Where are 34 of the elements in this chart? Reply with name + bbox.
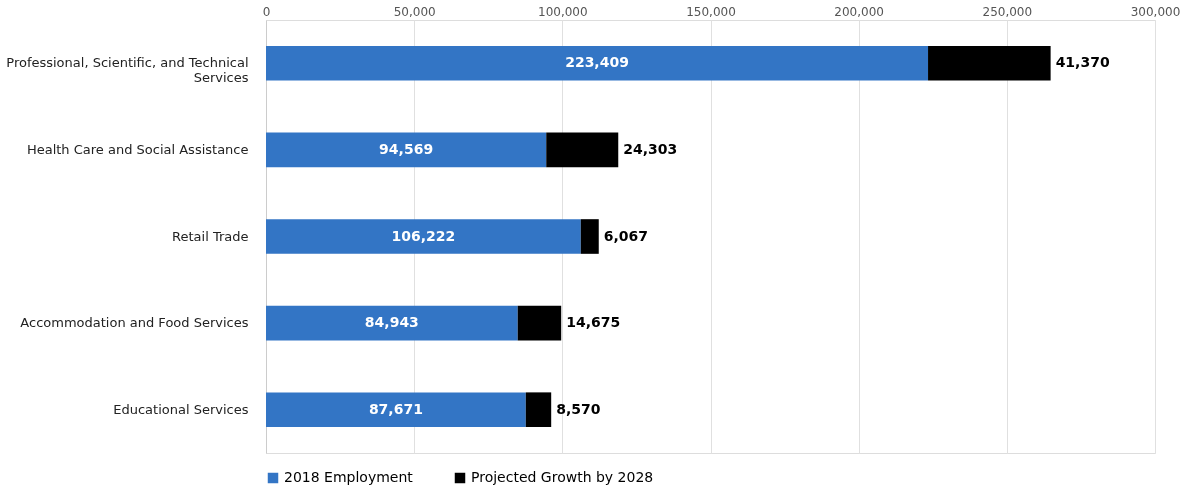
y-tick-label: Health Care and Social Assistance — [26, 141, 249, 157]
x-tick-label: 0 — [262, 4, 271, 19]
x-tick-label: 100,000 — [538, 4, 588, 19]
data-label: 6,067 — [603, 227, 649, 244]
data-label: 106,222 — [391, 227, 456, 244]
x-tick-label: 50,000 — [393, 4, 436, 19]
legend-label: Projected Growth by 2028 — [471, 469, 654, 485]
x-tick-label: 150,000 — [686, 4, 736, 19]
data-label: 14,675 — [566, 314, 621, 331]
bar — [266, 219, 581, 254]
x-tick-label: 300,000 — [1130, 4, 1181, 19]
y-tick-label: Professional, Scientific, and Technical Services — [6, 55, 249, 86]
data-label: 41,370 — [1055, 54, 1110, 71]
bar — [517, 305, 562, 341]
data-label: 84,943 — [364, 314, 419, 331]
x-tick-label: 250,000 — [982, 4, 1033, 19]
bar — [928, 45, 1051, 81]
legend-label: 2018 Employment — [284, 469, 414, 485]
data-label: 94,569 — [379, 140, 434, 157]
bar — [546, 132, 619, 168]
y-tick-label: Educational Services — [113, 401, 249, 417]
y-tick-label: Retail Trade — [172, 228, 249, 244]
x-tick-label: 200,000 — [834, 4, 884, 19]
bar — [266, 45, 929, 81]
bar — [525, 392, 552, 428]
bar — [266, 132, 547, 168]
data-label: 8,570 — [556, 400, 601, 417]
y-tick-label: Accommodation and Food Services — [20, 315, 249, 331]
data-label: 223,409 — [565, 54, 629, 71]
data-label: 24,303 — [623, 140, 678, 157]
bar — [580, 219, 599, 254]
bar — [266, 392, 526, 428]
bar — [266, 305, 518, 341]
data-label: 87,671 — [368, 400, 423, 417]
